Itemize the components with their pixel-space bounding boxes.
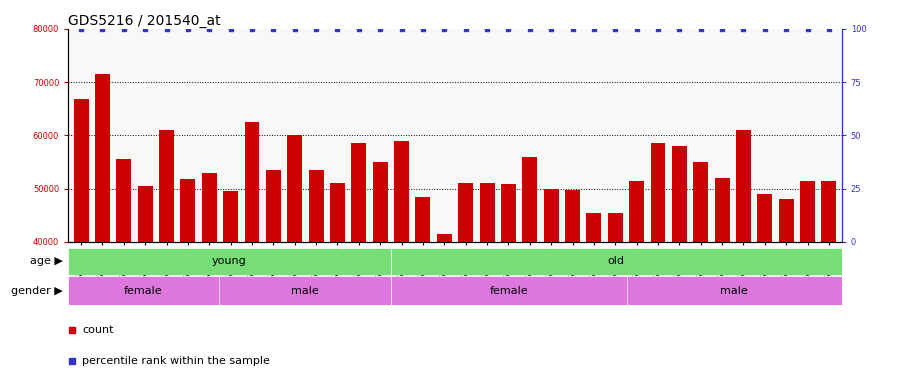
Bar [180,179,196,384]
Bar [800,180,815,384]
Bar [608,213,622,384]
Bar [565,190,580,384]
Bar [288,135,302,384]
Bar [95,74,110,384]
Bar [736,130,751,384]
Bar [245,122,259,384]
Bar [159,130,174,384]
Bar [757,194,773,384]
Text: male: male [290,286,318,296]
Bar [373,162,388,384]
Text: female: female [124,286,163,296]
Text: young: young [212,256,247,266]
Bar [116,159,131,384]
Bar [522,157,537,384]
Bar [501,184,516,384]
Bar [651,143,665,384]
Bar [629,180,644,384]
Bar [627,276,842,305]
Bar [351,143,367,384]
Text: GDS5216 / 201540_at: GDS5216 / 201540_at [68,14,221,28]
Text: gender ▶: gender ▶ [11,286,63,296]
Bar [459,183,473,384]
Bar [437,234,451,384]
Bar [394,141,410,384]
Bar [714,178,730,384]
Bar [266,170,281,384]
Bar [74,99,88,384]
Text: female: female [490,286,528,296]
Text: count: count [82,325,114,335]
Text: age ▶: age ▶ [30,256,63,266]
Bar [137,186,153,384]
Bar [390,248,842,275]
Bar [543,189,559,384]
Bar [586,213,602,384]
Bar [390,276,627,305]
Bar [672,146,687,384]
Bar [693,162,708,384]
Bar [202,173,217,384]
Bar [308,170,324,384]
Bar [68,248,390,275]
Text: percentile rank within the sample: percentile rank within the sample [82,356,270,366]
Bar [416,197,430,384]
Bar [330,183,345,384]
Bar [223,191,238,384]
Text: old: old [608,256,624,266]
Bar [779,199,794,384]
Text: male: male [721,286,748,296]
Bar [68,276,218,305]
Bar [480,183,494,384]
Bar [218,276,390,305]
Bar [822,180,836,384]
